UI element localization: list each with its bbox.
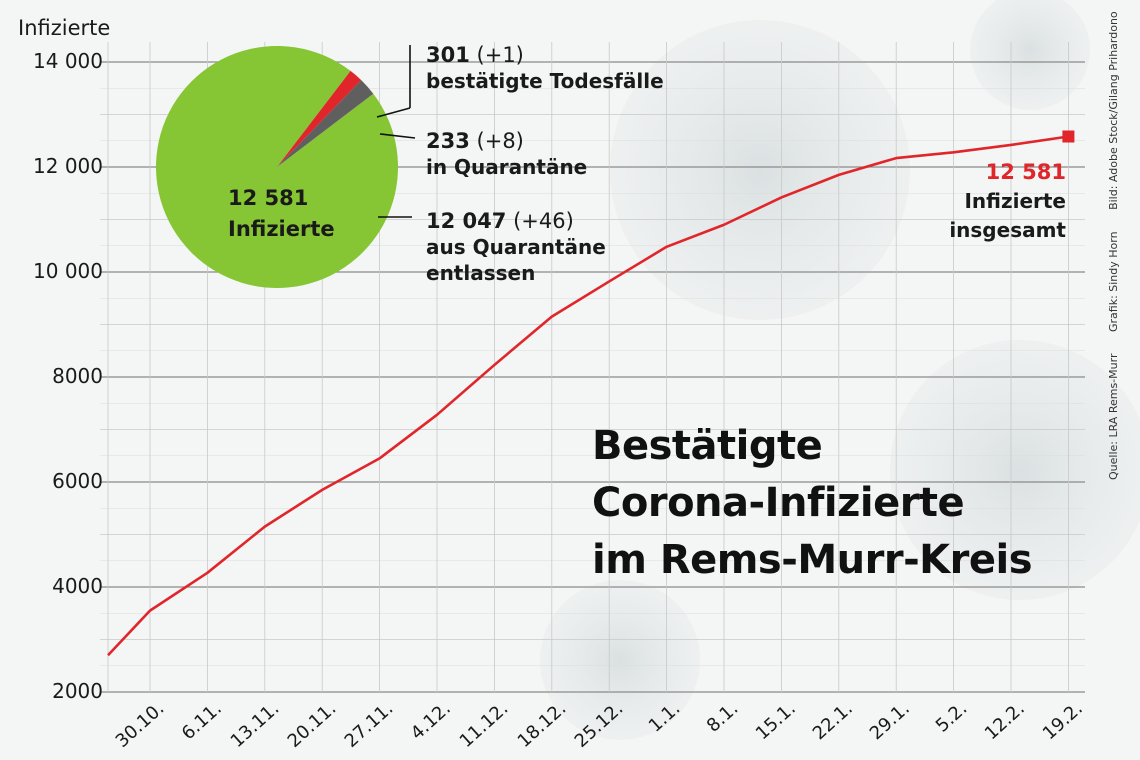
released-value: 12 047 — [426, 209, 507, 233]
title-line: Corona-Infizierte — [592, 480, 965, 526]
y-tick-label: 2000 — [52, 679, 103, 703]
leader-line-deaths — [376, 107, 411, 118]
pie-slice — [155, 45, 398, 288]
line-series — [107, 130, 1075, 657]
y-tick-label: 6000 — [52, 469, 103, 493]
released-text-2: entlassen — [426, 261, 536, 285]
credit-source: Quelle: LRA Rems-Murr — [1107, 353, 1120, 480]
released-delta: (+46) — [513, 209, 574, 233]
y-tick-label: 10 000 — [33, 259, 103, 283]
title-line: Bestätigte — [592, 423, 823, 469]
pie-chart — [155, 45, 416, 288]
released-text-1: aus Quarantäne — [426, 235, 606, 259]
credit-image: Bild: Adobe Stock/Gilang Prihardono — [1107, 11, 1120, 210]
y-tick-label: 12 000 — [33, 154, 103, 178]
end-value: 12 581 — [985, 160, 1066, 184]
chart-title: Bestätigte Corona-Infizierte im Rems-Mur… — [592, 418, 1033, 589]
pie-slice — [277, 80, 374, 167]
deaths-delta: (+1) — [476, 43, 524, 67]
virus-icon — [540, 0, 1140, 740]
quarantine-value: 233 — [426, 129, 470, 153]
pie-total-label: Infizierte — [228, 217, 335, 241]
pie-label-quarantine: 233 (+8) in Quarantäne — [426, 128, 587, 180]
quarantine-delta: (+8) — [476, 129, 524, 153]
series-line — [107, 135, 1069, 657]
deaths-text: bestätigte Todesfälle — [426, 69, 664, 93]
pie-label-released: 12 047 (+46) aus Quarantäne entlassen — [426, 208, 606, 286]
series-end-marker — [1062, 130, 1075, 143]
pie-label-deaths: 301 (+1) bestätigte Todesfälle — [426, 42, 664, 94]
end-text-1: Infizierte — [964, 189, 1066, 213]
y-axis-label: Infizierte — [18, 16, 111, 40]
end-annotation: 12 581 Infizierte insgesamt — [949, 158, 1066, 245]
pie-total-value: 12 581 — [228, 186, 309, 210]
deaths-value: 301 — [426, 43, 470, 67]
y-tick-label: 14 000 — [33, 49, 103, 73]
y-tick-label: 4000 — [52, 574, 103, 598]
leader-line-quarantine — [379, 133, 416, 139]
credits: Quelle: LRA Rems-Murr Grafik: Sindy Horn… — [1107, 0, 1120, 480]
end-text-2: insgesamt — [949, 218, 1066, 242]
y-tick-label: 8000 — [52, 364, 103, 388]
pie-slice — [277, 70, 362, 167]
title-line: im Rems-Murr-Kreis — [592, 537, 1033, 583]
credit-graphic: Grafik: Sindy Horn — [1107, 231, 1120, 333]
quarantine-text: in Quarantäne — [426, 155, 588, 179]
